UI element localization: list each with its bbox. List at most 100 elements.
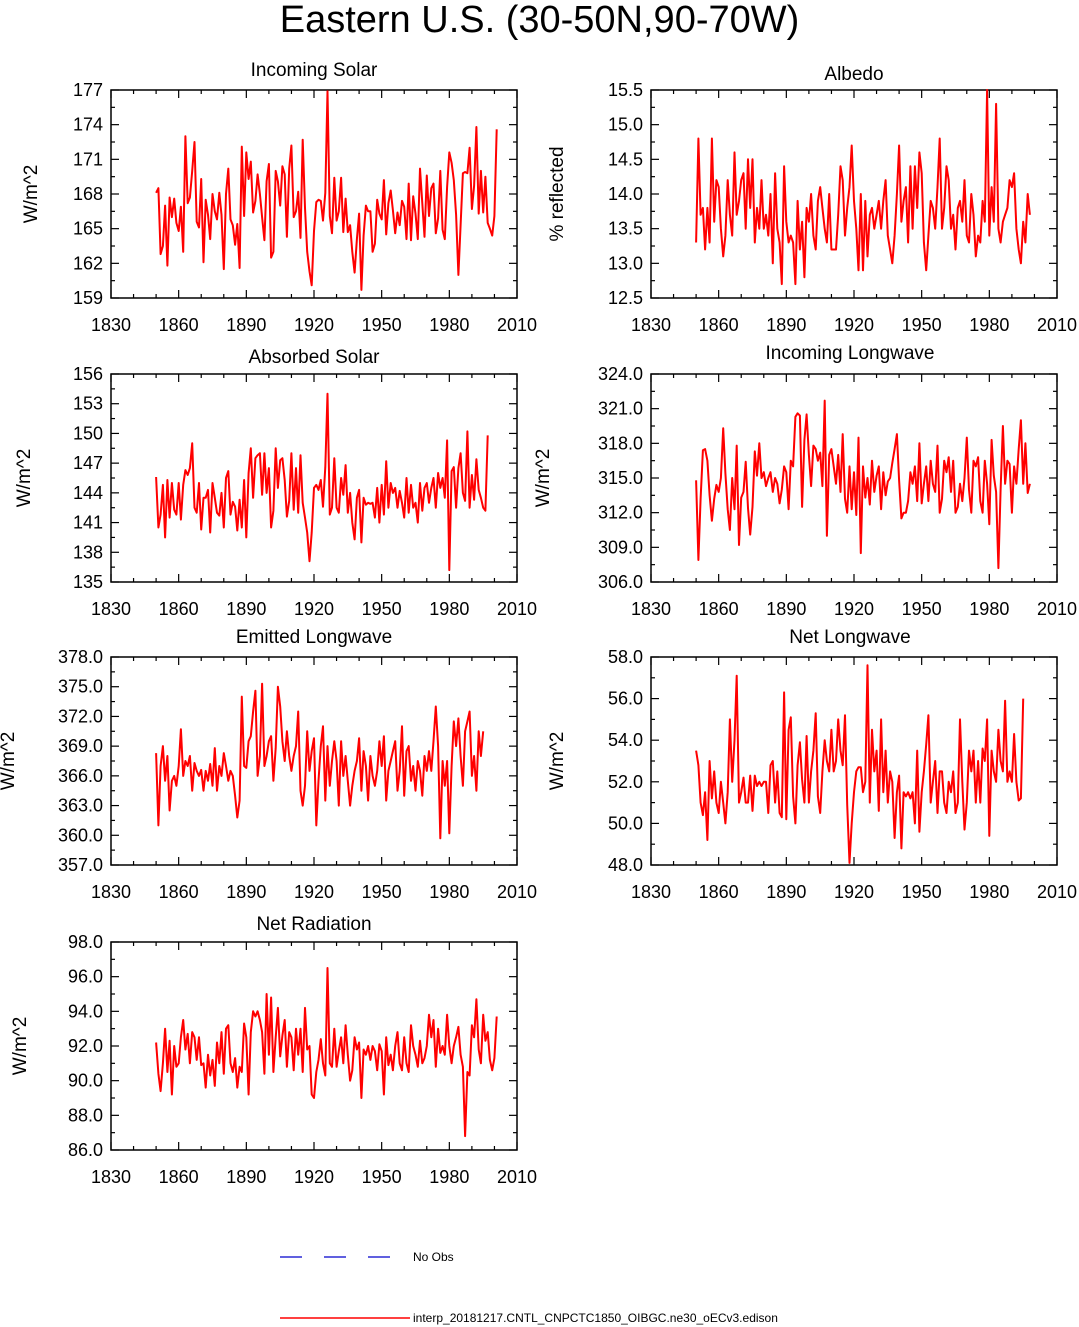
- y-axis-label: W/m^2: [547, 732, 568, 791]
- y-axis-label: % reflected: [547, 146, 568, 241]
- y-tick-label: 168: [73, 184, 103, 204]
- x-tick-label: 1830: [91, 599, 131, 619]
- series-line: [695, 399, 1031, 570]
- y-tick-label: 13.5: [608, 219, 643, 239]
- y-tick-label: 13.0: [608, 253, 643, 273]
- x-tick-label: 1950: [902, 882, 942, 902]
- y-tick-label: 12.5: [608, 288, 643, 308]
- y-tick-label: 96.0: [68, 967, 103, 987]
- y-axis-label: W/m^2: [14, 449, 35, 508]
- y-tick-label: 357.0: [58, 855, 103, 875]
- x-tick-label: 1950: [362, 315, 402, 335]
- y-tick-label: 147: [73, 453, 103, 473]
- y-tick-label: 363.0: [58, 796, 103, 816]
- x-tick-label: 1980: [969, 882, 1009, 902]
- y-tick-label: 54.0: [608, 730, 643, 750]
- y-tick-label: 315.0: [598, 468, 643, 488]
- panel-title: Net Longwave: [789, 627, 910, 648]
- y-tick-label: 360.0: [58, 825, 103, 845]
- y-tick-label: 48.0: [608, 855, 643, 875]
- x-tick-label: 2010: [497, 315, 537, 335]
- x-tick-label: 1980: [429, 882, 469, 902]
- y-tick-label: 98.0: [68, 932, 103, 952]
- x-tick-label: 2010: [1037, 599, 1077, 619]
- x-tick-label: 2010: [497, 599, 537, 619]
- y-tick-label: 156: [73, 364, 103, 384]
- x-tick-label: 1830: [91, 1167, 131, 1187]
- x-tick-label: 1920: [294, 882, 334, 902]
- x-tick-label: 1920: [294, 315, 334, 335]
- y-tick-label: 321.0: [598, 399, 643, 419]
- y-tick-label: 15.0: [608, 115, 643, 135]
- x-tick-label: 1830: [91, 315, 131, 335]
- x-tick-label: 1890: [226, 315, 266, 335]
- y-tick-label: 92.0: [68, 1036, 103, 1056]
- y-tick-label: 366.0: [58, 766, 103, 786]
- x-tick-label: 1890: [766, 882, 806, 902]
- y-tick-label: 52.0: [608, 772, 643, 792]
- x-tick-label: 1980: [969, 599, 1009, 619]
- y-tick-label: 138: [73, 542, 103, 562]
- y-tick-label: 171: [73, 149, 103, 169]
- series-line: [155, 682, 485, 840]
- x-tick-label: 1830: [631, 882, 671, 902]
- y-axis-label: W/m^2: [533, 449, 554, 508]
- x-tick-label: 1920: [834, 599, 874, 619]
- series-line: [155, 967, 498, 1138]
- y-tick-label: 90.0: [68, 1071, 103, 1091]
- x-tick-label: 1860: [159, 1167, 199, 1187]
- panel-net-radiation: Net Radiation W/m^2 1830 1860 1890 1920 1950…: [10, 914, 537, 1187]
- panel-title: Emitted Longwave: [236, 627, 392, 648]
- x-tick-label: 2010: [497, 882, 537, 902]
- x-tick-label: 1950: [362, 882, 402, 902]
- x-tick-label: 1890: [226, 882, 266, 902]
- panel-title: Albedo: [824, 64, 883, 85]
- x-tick-label: 2010: [497, 1167, 537, 1187]
- y-tick-label: 15.5: [608, 80, 643, 100]
- panel-title: Incoming Longwave: [766, 343, 935, 364]
- page-title: Eastern U.S. (30-50N,90-70W): [279, 0, 800, 41]
- x-tick-label: 1920: [834, 315, 874, 335]
- y-tick-label: 324.0: [598, 364, 643, 384]
- plot-frame: [110, 941, 518, 1151]
- y-tick-label: 378.0: [58, 647, 103, 667]
- series-line: [155, 90, 498, 291]
- panel-net-longwave: Net Longwave W/m^2 1830 1860 1890 1920 1950 1…: [547, 627, 1077, 902]
- series-line: [155, 392, 489, 572]
- y-axis-label: W/m^2: [0, 732, 19, 791]
- x-tick-label: 1860: [159, 599, 199, 619]
- y-tick-label: 309.0: [598, 537, 643, 557]
- x-tick-label: 1890: [226, 1167, 266, 1187]
- panel-title: Net Radiation: [256, 914, 371, 935]
- y-tick-label: 58.0: [608, 647, 643, 667]
- legend-obs-label: No Obs: [413, 1250, 454, 1264]
- y-tick-label: 153: [73, 394, 103, 414]
- y-tick-label: 165: [73, 219, 103, 239]
- y-tick-label: 159: [73, 288, 103, 308]
- y-tick-label: 177: [73, 80, 103, 100]
- y-tick-label: 14.5: [608, 149, 643, 169]
- y-tick-label: 86.0: [68, 1140, 103, 1160]
- y-tick-label: 312.0: [598, 503, 643, 523]
- y-axis-label: W/m^2: [21, 165, 42, 224]
- legend-model-label: interp_20181217.CNTL_CNPCTC1850_OIBGC.ne…: [413, 1311, 778, 1325]
- y-tick-label: 135: [73, 572, 103, 592]
- x-tick-label: 1950: [362, 599, 402, 619]
- y-tick-label: 141: [73, 513, 103, 533]
- x-tick-label: 1950: [362, 1167, 402, 1187]
- y-tick-label: 372.0: [58, 706, 103, 726]
- plot-frame: [110, 89, 518, 299]
- x-tick-label: 1860: [159, 882, 199, 902]
- x-tick-label: 1920: [294, 1167, 334, 1187]
- panel-albedo: Albedo % reflected 1830 1860 1890 1920 1950 1…: [547, 64, 1077, 335]
- series-line: [695, 664, 1025, 864]
- x-tick-label: 1860: [699, 882, 739, 902]
- panel-incoming-longwave: Incoming Longwave W/m^2 1830 1860 1890 1920…: [533, 343, 1077, 619]
- y-tick-label: 318.0: [598, 433, 643, 453]
- x-tick-label: 2010: [1037, 315, 1077, 335]
- y-tick-label: 94.0: [68, 1001, 103, 1021]
- panel-title: Incoming Solar: [251, 60, 378, 81]
- y-tick-label: 50.0: [608, 813, 643, 833]
- panel-emitted-longwave: Emitted Longwave W/m^2 1830 1860 1890 1920 1…: [0, 627, 537, 902]
